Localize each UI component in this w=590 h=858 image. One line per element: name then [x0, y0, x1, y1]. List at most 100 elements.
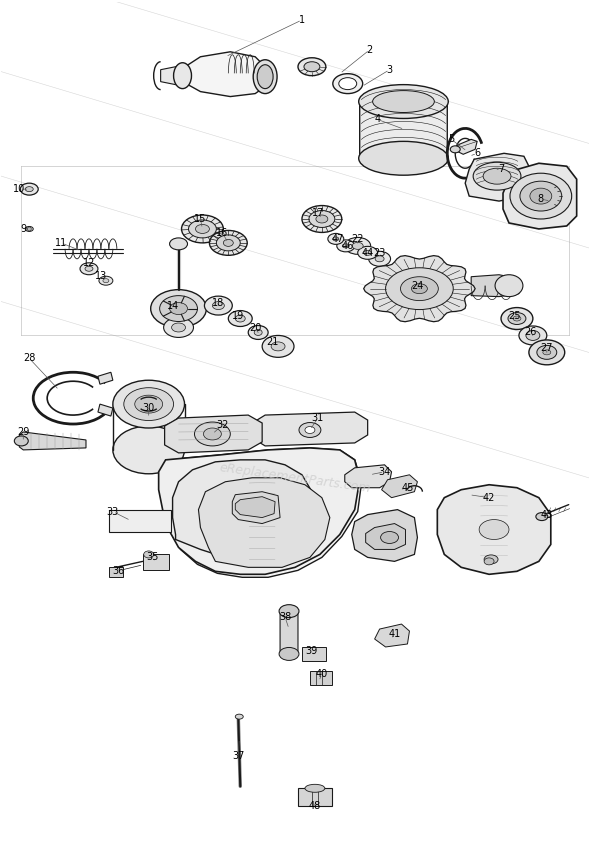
Circle shape: [27, 227, 31, 231]
Ellipse shape: [339, 78, 357, 89]
Ellipse shape: [253, 60, 277, 94]
Ellipse shape: [543, 350, 551, 355]
Polygon shape: [181, 51, 265, 97]
Ellipse shape: [513, 316, 521, 321]
Ellipse shape: [204, 428, 221, 440]
Text: 34: 34: [378, 467, 391, 477]
Text: 22: 22: [352, 234, 364, 244]
Ellipse shape: [386, 268, 453, 310]
Ellipse shape: [25, 187, 33, 191]
Bar: [302, 647, 326, 661]
Polygon shape: [173, 460, 315, 561]
Text: 44: 44: [362, 248, 374, 258]
Ellipse shape: [352, 242, 363, 250]
Text: 29: 29: [17, 427, 30, 437]
Text: 5: 5: [448, 135, 454, 144]
Ellipse shape: [135, 396, 163, 413]
Ellipse shape: [508, 312, 526, 324]
Text: 26: 26: [525, 328, 537, 337]
Ellipse shape: [173, 63, 192, 88]
Ellipse shape: [279, 605, 299, 618]
Ellipse shape: [113, 426, 185, 474]
Polygon shape: [503, 163, 576, 229]
Polygon shape: [235, 497, 275, 517]
Text: 36: 36: [113, 566, 125, 577]
Polygon shape: [345, 465, 392, 487]
Text: 39: 39: [306, 646, 318, 656]
Ellipse shape: [483, 168, 511, 184]
Ellipse shape: [342, 244, 349, 248]
Text: 24: 24: [411, 281, 424, 291]
Text: 41: 41: [388, 629, 401, 639]
Ellipse shape: [373, 91, 434, 112]
Polygon shape: [98, 372, 113, 384]
Ellipse shape: [212, 302, 224, 310]
Ellipse shape: [163, 317, 194, 337]
Text: 30: 30: [143, 403, 155, 413]
Text: 32: 32: [216, 420, 228, 430]
Ellipse shape: [369, 251, 391, 266]
Text: 23: 23: [373, 248, 386, 258]
Ellipse shape: [254, 329, 262, 335]
Ellipse shape: [333, 237, 339, 241]
Ellipse shape: [224, 239, 233, 246]
Ellipse shape: [160, 296, 198, 322]
Text: 46: 46: [342, 241, 354, 251]
Ellipse shape: [124, 388, 173, 420]
Text: 48: 48: [309, 801, 321, 811]
Ellipse shape: [484, 555, 498, 564]
Ellipse shape: [316, 215, 328, 223]
Polygon shape: [453, 139, 477, 154]
Ellipse shape: [279, 648, 299, 661]
Text: 33: 33: [107, 506, 119, 517]
Ellipse shape: [169, 303, 188, 315]
Ellipse shape: [169, 238, 188, 250]
Polygon shape: [160, 448, 362, 577]
Text: 15: 15: [194, 214, 206, 224]
Ellipse shape: [248, 325, 268, 340]
Ellipse shape: [359, 142, 448, 175]
Ellipse shape: [333, 74, 363, 94]
Ellipse shape: [20, 183, 38, 195]
Polygon shape: [437, 485, 551, 574]
Text: 7: 7: [498, 164, 504, 174]
Ellipse shape: [298, 57, 326, 76]
Text: 6: 6: [474, 148, 480, 159]
Ellipse shape: [401, 277, 438, 300]
Ellipse shape: [536, 512, 548, 521]
Polygon shape: [352, 510, 417, 561]
Ellipse shape: [188, 220, 217, 238]
Ellipse shape: [520, 181, 562, 211]
Polygon shape: [98, 404, 113, 416]
Ellipse shape: [209, 231, 247, 256]
Ellipse shape: [450, 146, 460, 153]
Polygon shape: [471, 275, 519, 297]
Polygon shape: [252, 412, 368, 446]
Polygon shape: [232, 492, 280, 523]
Ellipse shape: [304, 62, 320, 72]
Ellipse shape: [182, 215, 224, 243]
Text: 12: 12: [83, 257, 95, 268]
Polygon shape: [363, 256, 475, 322]
Ellipse shape: [299, 422, 321, 438]
Ellipse shape: [235, 714, 243, 719]
Ellipse shape: [144, 551, 153, 558]
Ellipse shape: [113, 380, 185, 428]
Ellipse shape: [337, 240, 355, 252]
Text: 17: 17: [312, 208, 324, 218]
Text: 35: 35: [146, 553, 159, 562]
Ellipse shape: [484, 558, 494, 565]
Text: 13: 13: [95, 271, 107, 281]
Text: eReplacementParts.com: eReplacementParts.com: [218, 461, 372, 495]
Polygon shape: [280, 607, 298, 659]
Ellipse shape: [358, 246, 378, 259]
Text: 10: 10: [13, 184, 25, 194]
Polygon shape: [159, 448, 360, 574]
Text: 25: 25: [509, 311, 521, 321]
Polygon shape: [298, 789, 332, 807]
Text: 40: 40: [316, 669, 328, 679]
Text: 43: 43: [540, 510, 553, 520]
Text: 18: 18: [212, 298, 224, 308]
Ellipse shape: [80, 263, 98, 275]
Ellipse shape: [262, 335, 294, 357]
